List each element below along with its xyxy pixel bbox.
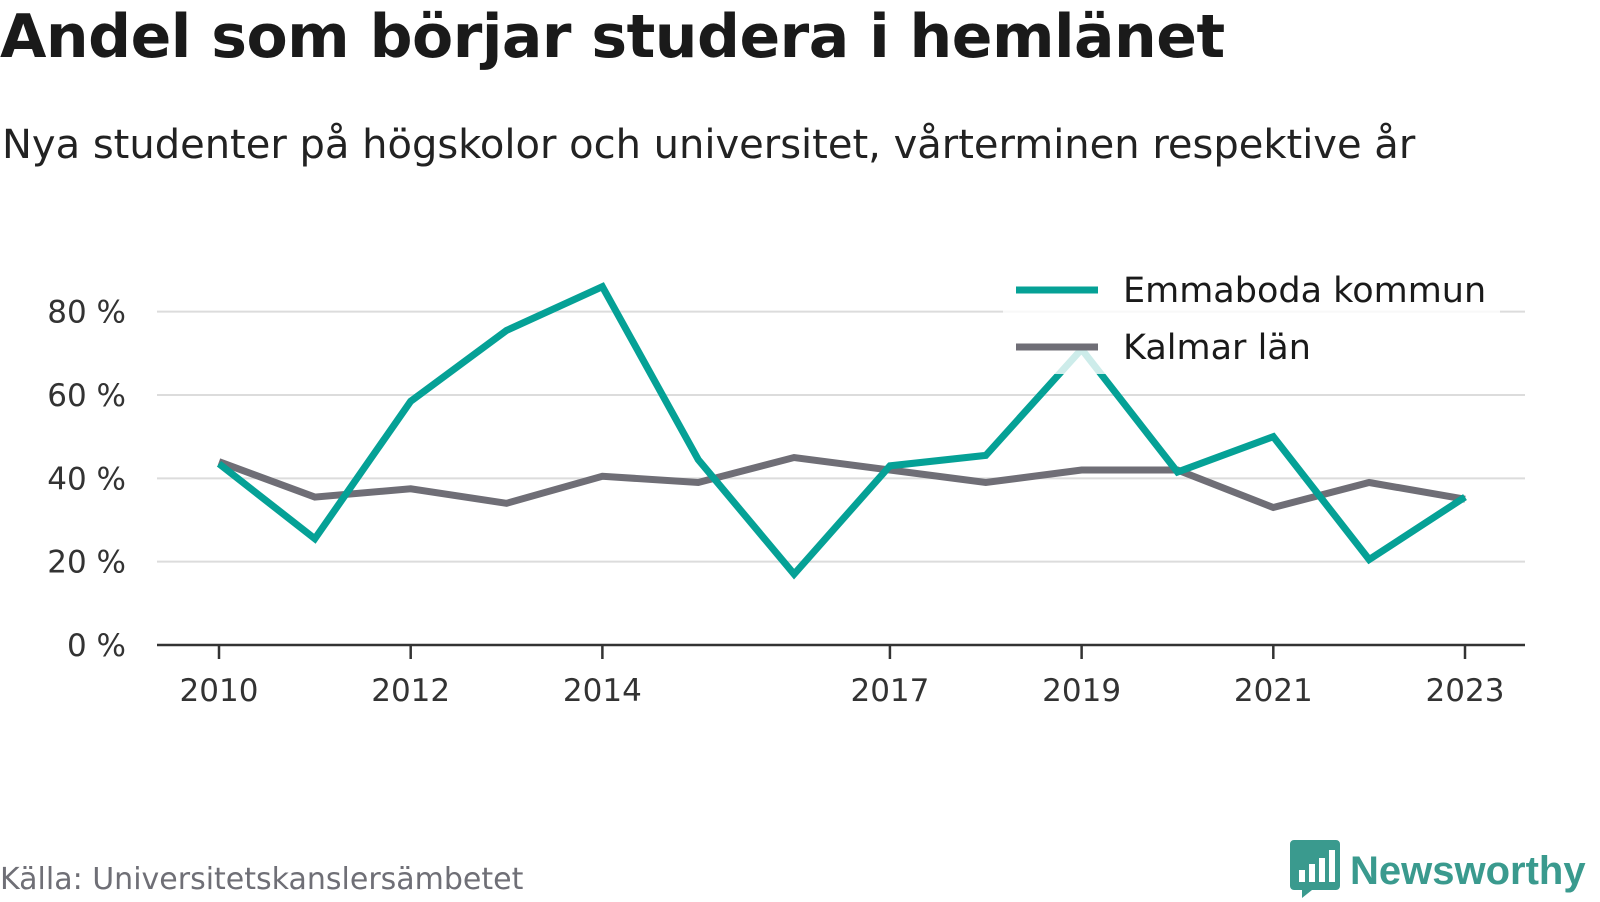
brand-logo: Newsworthy bbox=[1290, 840, 1586, 902]
brand-name: Newsworthy bbox=[1350, 848, 1586, 893]
x-axis-ticks: 2010 2012 2014 2017 2019 2021 2023 bbox=[180, 645, 1505, 709]
x-tick-label: 2010 bbox=[180, 673, 259, 709]
y-tick-label: 0 % bbox=[67, 628, 126, 664]
chart-subtitle: Nya studenter på högskolor och universit… bbox=[2, 122, 1416, 168]
x-tick-label: 2012 bbox=[371, 673, 450, 709]
y-tick-label: 60 % bbox=[47, 378, 126, 414]
source-note: Källa: Universitetskanslersämbetet bbox=[0, 862, 524, 897]
x-tick-label: 2021 bbox=[1234, 673, 1313, 709]
y-tick-label: 80 % bbox=[47, 295, 126, 331]
y-tick-label: 40 % bbox=[47, 461, 126, 497]
series-lines bbox=[216, 282, 1467, 580]
legend-background bbox=[1003, 262, 1500, 374]
chart-title: Andel som börjar studera i hemlänet bbox=[0, 2, 1225, 72]
legend-label: Emmaboda kommun bbox=[1123, 271, 1486, 311]
series-line bbox=[216, 282, 1467, 580]
x-tick-label: 2023 bbox=[1426, 673, 1505, 709]
series-line bbox=[217, 453, 1466, 512]
x-tick-label: 2019 bbox=[1042, 673, 1121, 709]
legend-label: Kalmar län bbox=[1123, 328, 1311, 368]
x-tick-label: 2014 bbox=[563, 673, 642, 709]
x-tick-label: 2017 bbox=[850, 673, 929, 709]
legend: Emmaboda kommun Kalmar län bbox=[1003, 262, 1500, 374]
y-tick-label: 20 % bbox=[47, 545, 126, 581]
bar-chart-icon bbox=[1290, 840, 1340, 902]
y-axis-ticks: 0 % 20 % 40 % 60 % 80 % bbox=[47, 295, 126, 664]
